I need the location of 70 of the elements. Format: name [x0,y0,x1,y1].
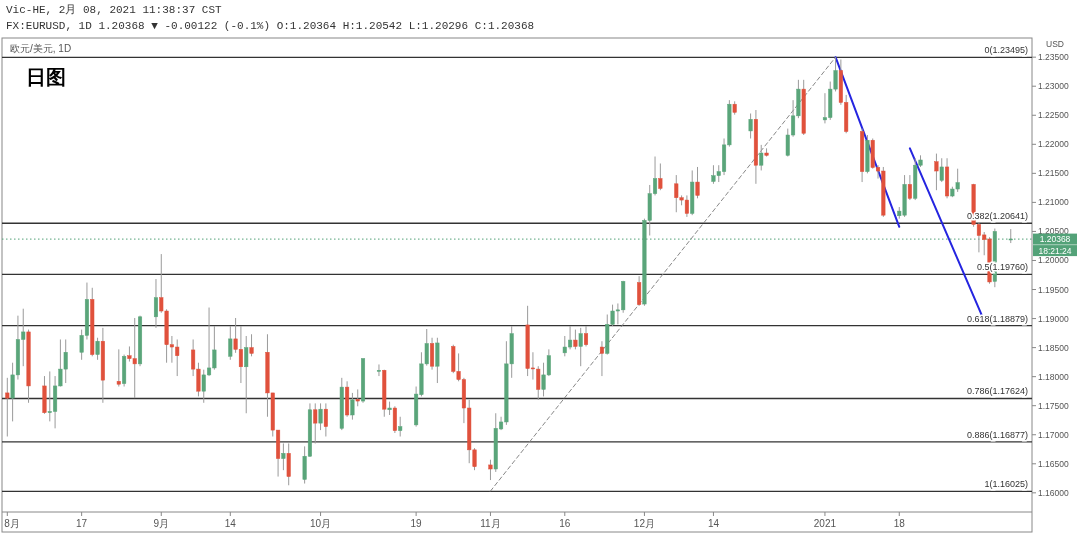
x-tick-label: 16 [559,518,571,529]
candlestick [281,442,286,471]
text: 日图 [26,66,66,88]
candlestick [116,348,121,388]
candlestick [392,405,397,434]
y-tick-label: 1.23500 [1038,52,1069,63]
x-tick-label: 12月 [633,518,655,529]
candlestick [430,337,435,371]
candlestick [578,327,583,367]
candlestick [323,402,328,437]
ref-line-label: 0.786(1.17624) [966,386,1028,397]
text: Vic-HE, 2月 08, 2021 11:38:37 CST [6,4,223,16]
candlestick [318,402,323,431]
x-tick-label: 18 [893,518,906,529]
x-tick-label: 11月 [480,518,501,529]
x-tick-label: 19 [410,518,423,529]
ref-line-label: 1(1.16025) [984,479,1028,490]
candlestick [350,392,355,421]
candlestick [939,157,944,183]
x-tick-label: 14 [224,518,237,529]
y-tick-label: 1.19000 [1038,313,1069,324]
y-tick-label: 1.23000 [1038,81,1069,92]
y-tick-label: 1.18000 [1038,371,1069,382]
candlestick [584,325,589,347]
candlestick [376,363,381,377]
y-tick-label: 1.22000 [1038,139,1069,150]
candlestick [95,337,100,361]
text: 欧元/美元, 1D [10,43,72,54]
y-tick-label: 1.20000 [1038,255,1069,266]
y-tick-label: 1.21500 [1038,168,1069,179]
y-tick-label: 1.18500 [1038,342,1069,353]
candlestick [907,174,912,201]
candlestick [153,278,158,329]
y-tick-label: 1.22500 [1038,110,1069,121]
candlestick [599,340,604,377]
candlestick [695,166,700,199]
candlestick [759,144,764,171]
candlestick [435,337,440,384]
candlestick [934,153,939,191]
candlestick [244,335,249,414]
x-tick-label: 10月 [309,518,332,529]
x-tick-label: 9月 [153,518,170,529]
x-tick-label: 8月 [4,518,20,529]
text: FX:EURUSD, 1D 1.20368 ▼ -0.00122 (-0.1%) O:1.20364 H:1.20542 L:1.20296 C:1.20368 [6,20,535,32]
x-tick-label: 2021 [813,518,837,529]
candlestick [286,442,291,486]
y-tick-label: 1.17000 [1038,429,1069,440]
ref-line-label: 0.886(1.16877) [966,429,1028,440]
x-tick-label: 14 [707,518,720,529]
y-tick-label: 1.20500 [1038,226,1069,237]
candlestick [228,325,233,361]
candlestick [658,162,663,191]
ref-line-label: 0(1.23495) [984,45,1028,56]
candlestick [488,459,493,481]
candlestick [249,333,254,357]
ref-line-label: 1.20368 [1039,234,1071,245]
x-tick-label: 17 [76,518,88,529]
candlestick [313,402,318,444]
candlestick [398,416,403,437]
y-tick-label: 1.17500 [1038,400,1069,411]
candlestick [748,113,753,139]
candlestick [637,275,642,307]
text: 18:21:24 [1038,245,1072,256]
y-tick-label: 1.16000 [1038,487,1069,498]
y-tick-label: 1.19500 [1038,284,1069,295]
y-tick-label: 1.21000 [1038,197,1069,208]
y-axis-title: USD [1046,39,1064,49]
candlestick [573,329,578,350]
candlestick [5,377,10,437]
y-tick-label: 1.16500 [1038,458,1069,469]
